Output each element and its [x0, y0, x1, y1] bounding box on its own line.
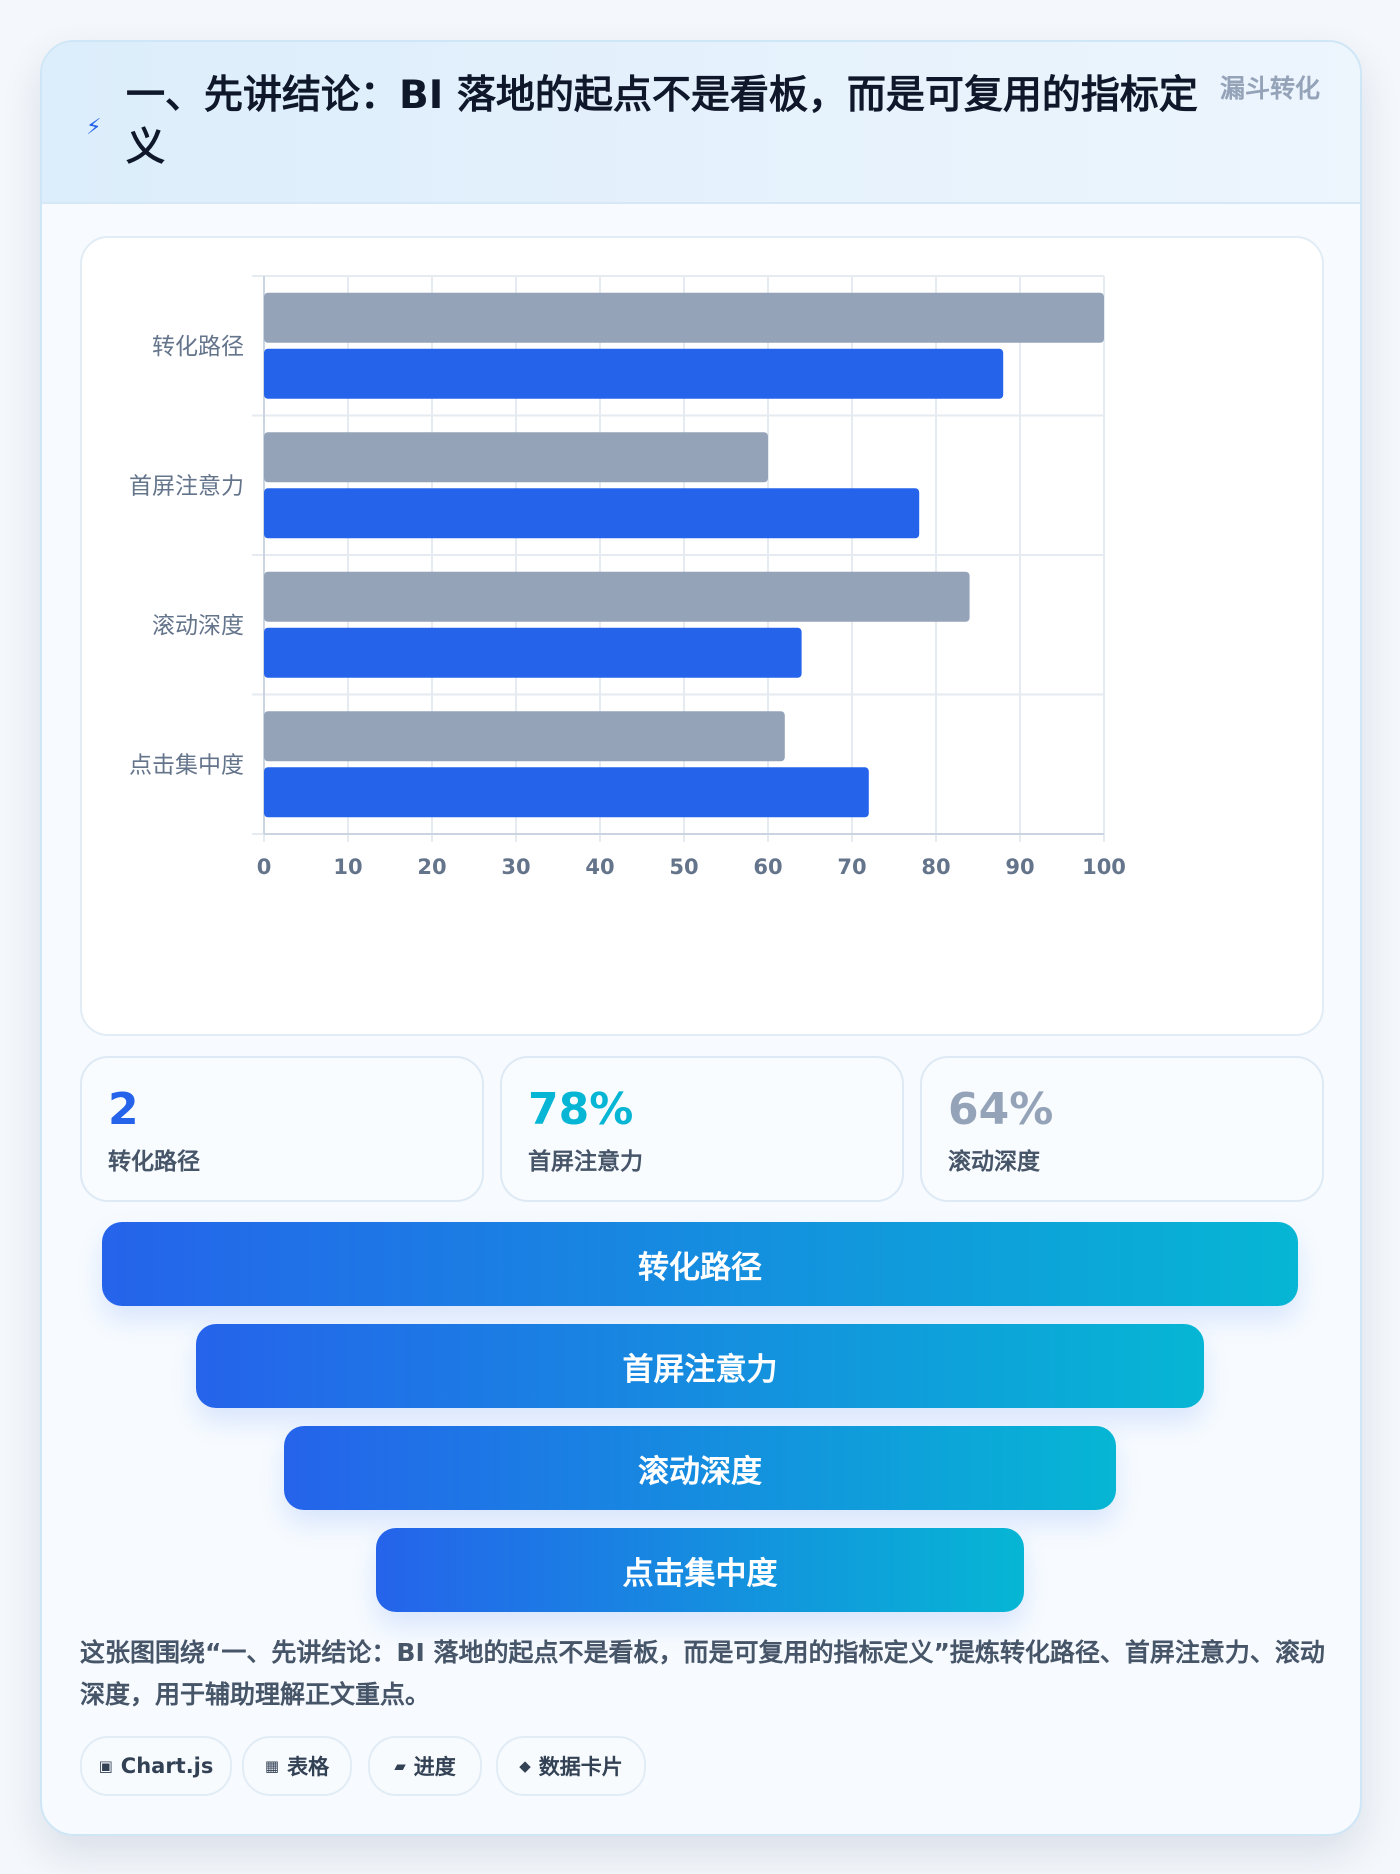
- funnel-stage-2: 首屏注意力: [196, 1324, 1204, 1408]
- x-tick-label: 80: [921, 855, 950, 879]
- chip-progress[interactable]: ▰ 进度: [368, 1736, 482, 1796]
- chart-caption: 这张图围绕“一、先讲结论：BI 落地的起点不是看板，而是可复用的指标定义”提炼转…: [80, 1638, 1325, 1709]
- x-tick-label: 60: [753, 855, 782, 879]
- bar: [264, 348, 1004, 399]
- chip-table[interactable]: ▦ 表格: [242, 1736, 352, 1796]
- bar: [264, 627, 802, 678]
- chip-label: 表格: [287, 1755, 330, 1779]
- x-tick-label: 40: [585, 855, 614, 879]
- page-title: 一、先讲结论：BI 落地的起点不是看板，而是可复用的指标定义: [126, 73, 1198, 170]
- stat-value: 78%: [528, 1084, 634, 1135]
- y-tick-label: 点击集中度: [129, 752, 244, 778]
- x-tick-label: 50: [669, 855, 698, 879]
- stat-label: 滚动深度: [948, 1149, 1040, 1175]
- x-tick-label: 90: [1005, 855, 1034, 879]
- bolt-icon: ⚡: [86, 115, 102, 140]
- diamond-icon: ◆: [519, 1757, 531, 1775]
- chip-label: 进度: [413, 1755, 456, 1779]
- funnel-stage-4: 点击集中度: [376, 1528, 1024, 1612]
- stat-label: 首屏注意力: [528, 1149, 643, 1175]
- x-tick-label: 30: [501, 855, 530, 879]
- x-tick-label: 100: [1082, 855, 1126, 879]
- progress-icon: ▰: [394, 1757, 406, 1775]
- funnel-stage-1: 转化路径: [102, 1222, 1298, 1306]
- stat-card-1: 2 转化路径: [80, 1056, 484, 1202]
- funnel-stage-3: 滚动深度: [284, 1426, 1116, 1510]
- stat-value: 2: [108, 1084, 139, 1135]
- bar: [264, 571, 970, 622]
- chip-label: 数据卡片: [538, 1755, 623, 1779]
- bar: [264, 711, 785, 762]
- y-tick-label: 转化路径: [152, 334, 244, 360]
- stat-card-2: 78% 首屏注意力: [500, 1056, 904, 1202]
- chart-panel: 0 10 20 30 40 50 60 70 80 90 100 转化路径首屏注意力滚动深度点击集中度: [80, 236, 1324, 1036]
- chip-data-card[interactable]: ◆ 数据卡片: [496, 1736, 646, 1796]
- bar: [264, 292, 1104, 343]
- card-header: ⚡ 一、先讲结论：BI 落地的起点不是看板，而是可复用的指标定义 漏斗转化: [42, 42, 1360, 204]
- bar: [264, 432, 768, 483]
- chip-chartjs[interactable]: ▣ Chart.js: [80, 1736, 232, 1796]
- stat-value: 64%: [948, 1084, 1054, 1135]
- chip-label: Chart.js: [120, 1754, 214, 1778]
- x-tick-label: 0: [257, 855, 272, 879]
- y-tick-label: 首屏注意力: [129, 473, 244, 499]
- stat-label: 转化路径: [108, 1149, 200, 1175]
- article-card: ⚡ 一、先讲结论：BI 落地的起点不是看板，而是可复用的指标定义 漏斗转化 0 1…: [40, 40, 1362, 1836]
- y-tick-label: 滚动深度: [152, 613, 244, 639]
- x-tick-label: 70: [837, 855, 866, 879]
- x-tick-label: 10: [333, 855, 362, 879]
- table-icon: ▦: [264, 1757, 280, 1775]
- category-tag: 漏斗转化: [1220, 74, 1321, 103]
- bar: [264, 488, 920, 539]
- chart-icon: ▣: [98, 1757, 113, 1775]
- stat-card-3: 64% 滚动深度: [920, 1056, 1324, 1202]
- x-tick-label: 20: [417, 855, 446, 879]
- bar: [264, 767, 869, 818]
